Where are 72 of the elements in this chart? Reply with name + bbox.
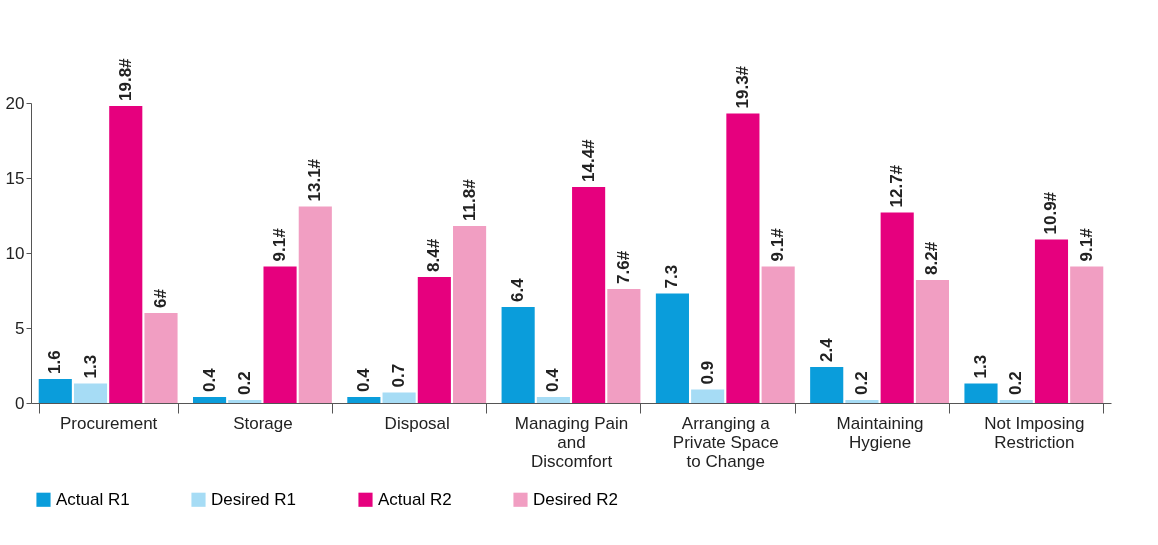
bar xyxy=(453,226,487,403)
x-tick-label: Disposal xyxy=(384,413,450,433)
bar xyxy=(964,383,998,403)
bar xyxy=(536,397,570,403)
data-label: 13.1# xyxy=(305,158,325,202)
data-label: 14.4# xyxy=(578,138,598,182)
bar xyxy=(109,106,143,403)
data-label: 8.4# xyxy=(424,238,444,272)
bar xyxy=(607,289,641,403)
bar xyxy=(298,206,332,403)
data-label: 0.2 xyxy=(1006,371,1026,395)
data-label: 0.9 xyxy=(697,360,717,385)
data-label: 11.8# xyxy=(459,178,479,221)
bar xyxy=(263,266,297,403)
data-label: 0.4 xyxy=(353,367,373,392)
bar xyxy=(691,389,725,403)
bar xyxy=(810,367,844,403)
data-label: 9.1# xyxy=(1076,227,1096,262)
data-label: 0.7 xyxy=(389,363,409,388)
bar xyxy=(228,400,262,403)
bar xyxy=(73,383,108,403)
data-label: 7.3 xyxy=(662,264,682,289)
data-label: 19.3# xyxy=(732,65,752,109)
x-tick-label: Maintaining Hygiene xyxy=(836,413,924,452)
y-tick-label: 10 xyxy=(5,243,25,263)
data-label: 1.3 xyxy=(970,354,990,379)
data-label: 1.6 xyxy=(45,350,65,374)
bar xyxy=(1034,239,1069,403)
data-label: 6# xyxy=(151,288,171,308)
bar xyxy=(144,313,178,403)
data-label: 0.2 xyxy=(234,371,254,395)
legend-label: Actual R1 xyxy=(56,489,130,509)
data-label: 9.1# xyxy=(270,227,290,262)
bar xyxy=(845,400,879,403)
x-tick-label: Storage xyxy=(233,413,293,433)
bar xyxy=(726,113,760,403)
data-label: 12.7# xyxy=(887,164,907,208)
y-tick-label: 15 xyxy=(5,168,25,188)
x-tick-label: Not Imposing Restriction xyxy=(984,413,1085,452)
bar xyxy=(193,397,227,403)
data-label: 1.3 xyxy=(80,354,100,379)
data-label: 0.2 xyxy=(851,371,871,395)
x-tick-label: Procurement xyxy=(59,413,158,433)
bar xyxy=(655,293,689,403)
bar xyxy=(347,397,381,403)
x-tick-label: Managing Pain and Discomfort xyxy=(514,413,629,471)
y-tick-label: 20 xyxy=(5,93,25,113)
bar xyxy=(915,280,949,403)
data-label: 6.4 xyxy=(508,277,528,302)
legend-label: Desired R2 xyxy=(533,489,619,509)
bar xyxy=(999,400,1033,403)
bar xyxy=(417,277,451,403)
bar xyxy=(382,392,416,403)
bar xyxy=(38,379,72,403)
data-label: 8.2# xyxy=(922,241,942,275)
x-tick-label: Arranging a Private Space to Change xyxy=(672,413,779,471)
data-label: 2.4 xyxy=(816,337,836,362)
bar xyxy=(501,307,535,403)
data-label: 10.9# xyxy=(1041,191,1061,235)
bar xyxy=(1070,266,1104,403)
y-tick-label: 0 xyxy=(15,393,25,413)
legend-label: Actual R2 xyxy=(378,489,452,509)
data-label: 0.4 xyxy=(199,367,219,392)
bar xyxy=(880,212,914,403)
bar xyxy=(572,187,606,403)
data-label: 19.8# xyxy=(115,57,135,101)
y-tick-label: 5 xyxy=(15,318,25,338)
data-label: 9.1# xyxy=(768,227,788,262)
bar xyxy=(761,266,795,403)
data-label: 0.4 xyxy=(543,367,563,392)
legend-label: Desired R1 xyxy=(211,489,297,509)
data-label: 7.6# xyxy=(613,250,633,284)
